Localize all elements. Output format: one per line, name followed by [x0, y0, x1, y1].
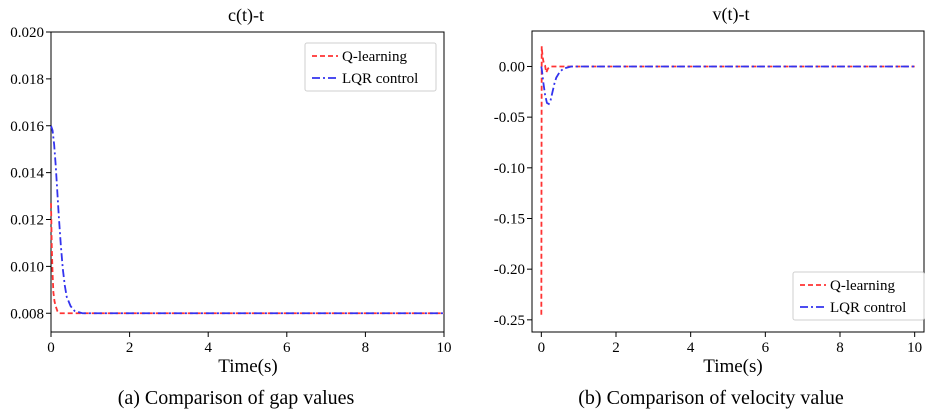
x-axis-title-a: Time(s) — [218, 356, 277, 377]
x-tick-label-a: 8 — [362, 340, 370, 356]
legend-box-b — [792, 271, 925, 321]
legend-a: Q-learning LQR control — [304, 42, 437, 92]
caption-b: (b) Comparison of velocity value — [578, 387, 844, 409]
x-tick-label-b: 0 — [538, 340, 546, 356]
y-tick-label-a: 0.020 — [10, 25, 44, 41]
y-tick-label-b: -0.20 — [494, 262, 525, 278]
plot-frame-b — [531, 30, 925, 333]
y-tick-label-a: 0.018 — [10, 72, 44, 88]
y-tick-label-b: -0.15 — [494, 211, 525, 227]
x-tick-label-a: 4 — [204, 340, 212, 356]
legend-label-q-learning-a: Q-learning — [342, 49, 407, 65]
x-tick-label-b: 10 — [907, 340, 922, 356]
x-tick-label-b: 8 — [836, 340, 844, 356]
y-tick-label-a: 0.012 — [10, 213, 44, 229]
legend-label-lqr-control-b: LQR control — [830, 300, 906, 316]
x-tick-label-a: 6 — [283, 340, 291, 356]
x-tick-label-a: 10 — [437, 340, 452, 356]
legend-box-a — [304, 42, 437, 92]
legend-label-q-learning-b: Q-learning — [830, 278, 895, 294]
y-tick-label-a: 0.016 — [10, 119, 44, 135]
y-tick-label-a: 0.008 — [10, 306, 44, 322]
y-tick-label-a: 0.014 — [10, 166, 44, 182]
y-tick-label-b: -0.10 — [494, 161, 525, 177]
x-axis-title-b: Time(s) — [703, 356, 762, 377]
series-line-lqr-control-b — [540, 65, 915, 106]
x-tick-label-b: 2 — [612, 340, 620, 356]
chart-title-a: c(t)-t — [228, 5, 264, 26]
series-line-q-learning-a — [50, 203, 444, 315]
legend-label-lqr-control-a: LQR control — [342, 71, 418, 87]
x-tick-label-b: 6 — [762, 340, 770, 356]
chart-gap-values: c(t)-t Time(s) Q-learning LQR control 0 2… — [10, 5, 451, 377]
y-tick-label-b: 0.00 — [499, 59, 525, 75]
series-line-q-learning-b — [540, 46, 915, 315]
caption-a: (a) Comparison of gap values — [118, 387, 355, 409]
plot-frame-a — [50, 31, 445, 333]
chart-title-b: v(t)-t — [713, 4, 750, 25]
x-tick-label-a: 2 — [126, 340, 134, 356]
legend-b: Q-learning LQR control — [792, 271, 925, 321]
series-line-lqr-control-a — [50, 125, 444, 315]
y-tick-label-b: -0.05 — [494, 110, 525, 126]
x-tick-label-a: 0 — [47, 340, 55, 356]
chart-velocity-values: v(t)-t Time(s) Q-learning LQR control 0 2… — [494, 4, 925, 377]
y-tick-label-a: 0.010 — [10, 259, 44, 275]
y-tick-label-b: -0.25 — [494, 313, 525, 329]
x-tick-label-b: 4 — [687, 340, 695, 356]
